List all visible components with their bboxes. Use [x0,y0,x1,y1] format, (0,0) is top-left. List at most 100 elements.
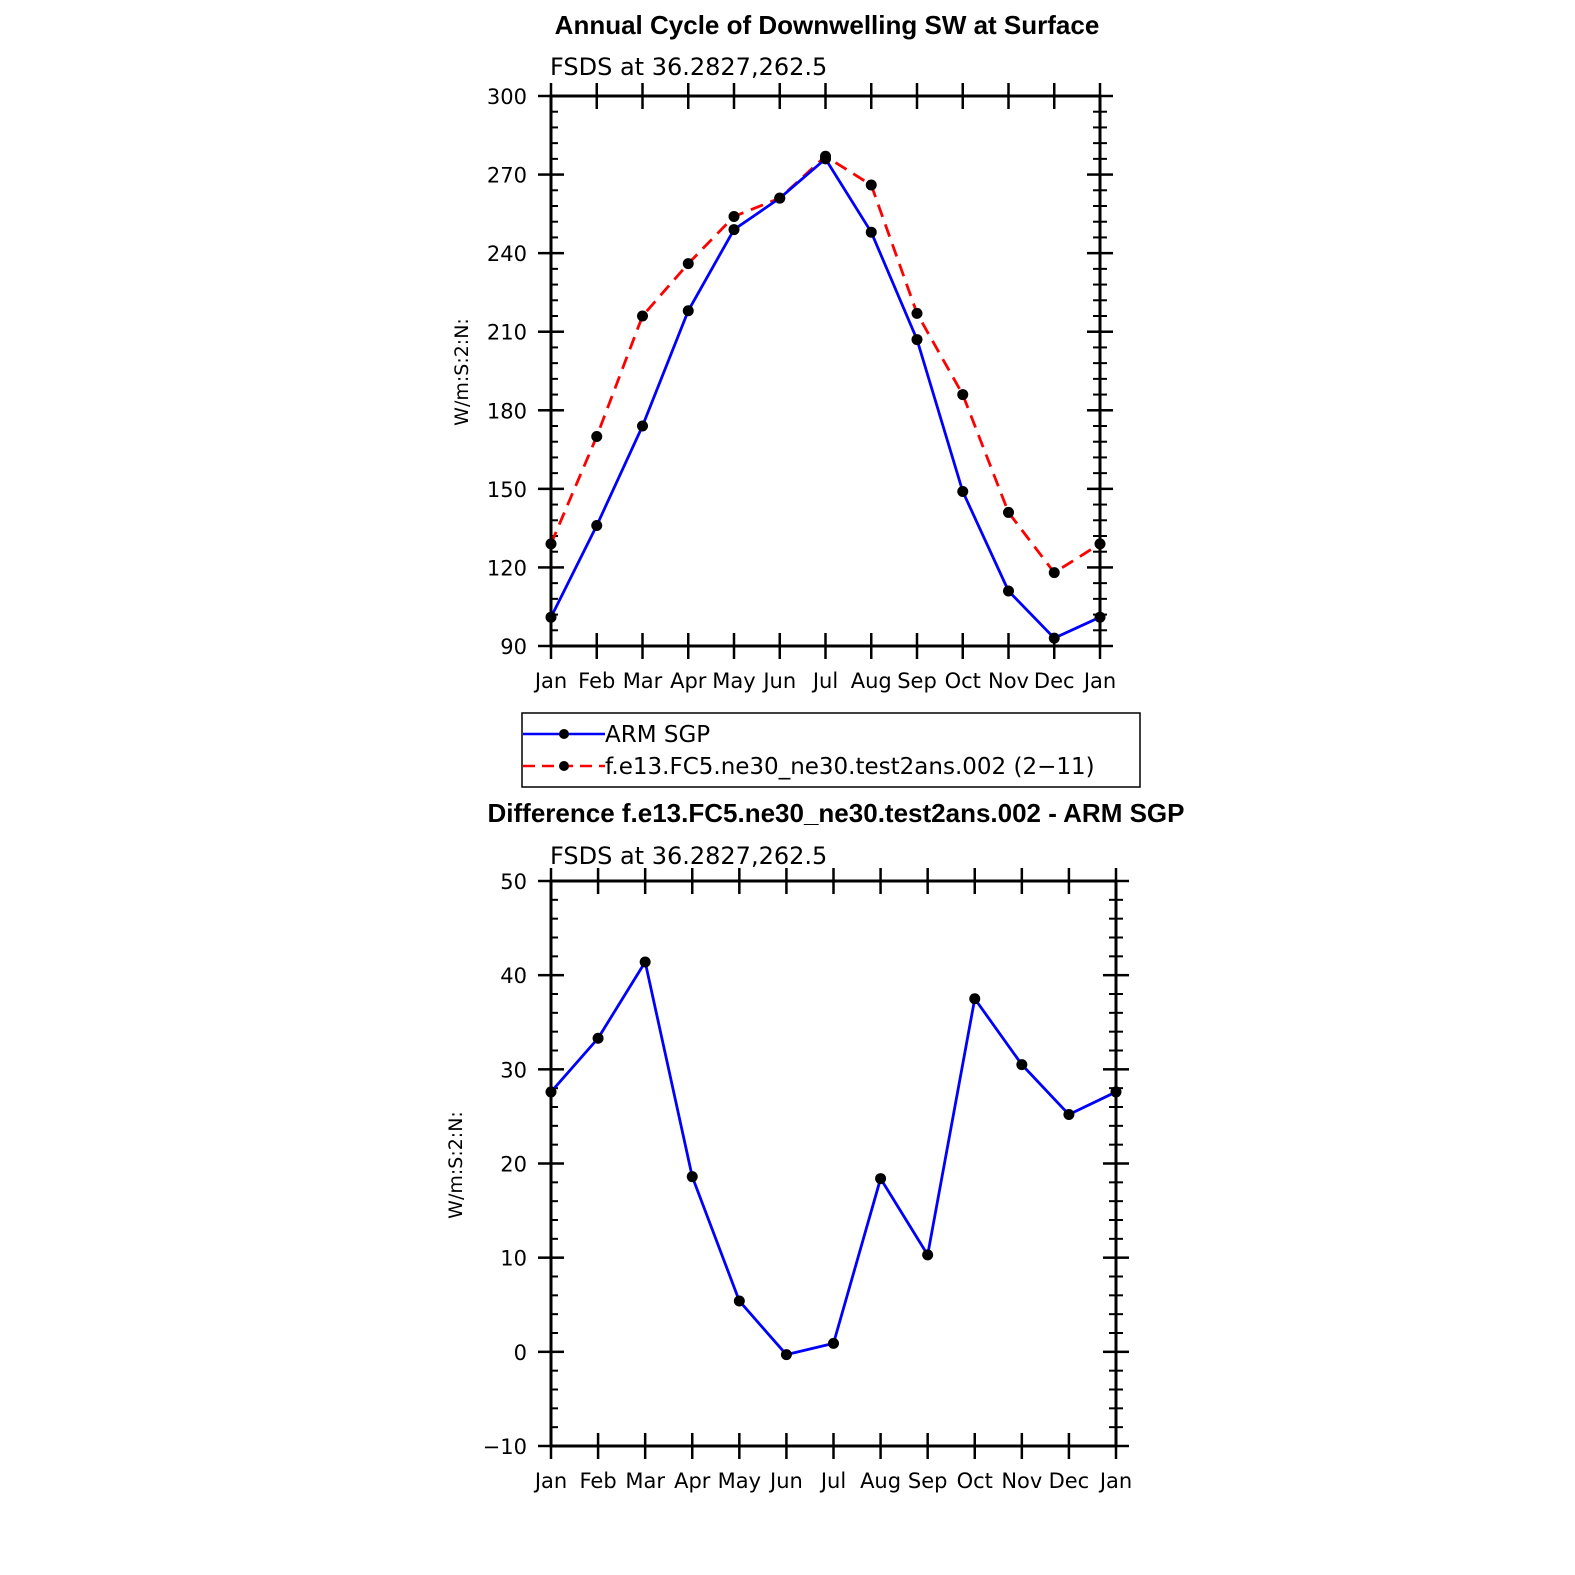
plot-frame [549,94,1102,648]
y-tick-label: 40 [500,964,527,988]
data-point-s0-7 [865,226,877,238]
data-point-s0-2 [639,956,651,968]
x-tick-label: Mar [625,1469,665,1493]
x-tick-label: Jul [819,1469,846,1493]
y-tick-label: 50 [500,870,527,894]
x-tick-label: Nov [988,669,1029,693]
data-point-s0-8 [922,1249,934,1261]
x-tick-label: Feb [579,1469,616,1493]
y-tick-label: 20 [500,1153,527,1177]
x-tick-label: Aug [851,669,892,693]
data-point-s0-1 [591,520,603,532]
y-tick-label: 30 [500,1058,527,1082]
data-point-s0-11 [1063,1109,1075,1121]
chart-subtitle: FSDS at 36.2827,262.5 [550,842,827,870]
x-tick-label: Jan [533,1469,567,1493]
x-tick-label: Sep [908,1469,948,1493]
x-tick-label: Jun [768,1469,803,1493]
data-point-s1-4 [728,210,740,222]
legend-marker-model [559,761,569,771]
data-point-s1-5 [774,192,786,204]
y-tick-label: 180 [487,399,527,423]
data-point-s1-11 [1048,567,1060,579]
x-tick-label: Apr [670,669,707,693]
series-line-0 [549,960,1117,1357]
data-point-s1-8 [911,307,923,319]
series-line-0 [549,157,1101,640]
data-point-s0-10 [1003,585,1014,597]
legend-label-arm-sgp: ARM SGP [605,722,710,748]
data-point-s0-3 [682,305,694,317]
legend: ARM SGP f.e13.FC5.ne30_ne30.test2ans.002… [521,712,1141,788]
x-tick-label: Jul [811,669,838,693]
data-point-s1-1 [591,430,603,442]
data-point-s0-6 [828,1337,839,1349]
x-tick-label: May [712,669,755,693]
axis-ticks [538,868,1129,1459]
x-tick-label: Apr [674,1469,711,1493]
data-point-s1-9 [957,389,969,401]
data-point-s0-9 [957,485,969,497]
axis-ticks [538,83,1113,659]
y-tick-label: 150 [487,478,527,502]
legend-entry-model: f.e13.FC5.ne30_ne30.test2ans.002 (2−11) [523,754,1095,780]
x-tick-label: Aug [860,1469,901,1493]
y-tick-label: 120 [487,556,527,580]
data-point-s0-7 [875,1173,887,1185]
data-point-s0-2 [637,420,648,432]
data-point-s0-10 [1016,1059,1028,1071]
x-tick-label: Sep [897,669,937,693]
y-axis-label: W/m:S:2:N: [445,1111,467,1219]
data-point-s1-10 [1003,506,1014,518]
x-tick-label: Jan [1082,669,1116,693]
tick-labels: −10 0 10 20 30 40 50 Jan Feb Mar Apr May Jun Jul Aug Se… [483,870,1133,1493]
y-tick-label: 300 [487,85,527,109]
x-tick-label: Dec [1034,669,1075,693]
data-point-s1-2 [637,310,648,322]
series-line-1 [549,154,1101,575]
x-tick-label: Jan [1098,1469,1132,1493]
series-layer [545,150,1106,644]
x-tick-label: Mar [623,669,663,693]
data-point-s0-1 [592,1032,604,1044]
data-point-s0-5 [780,1349,792,1361]
x-tick-label: Oct [945,669,981,693]
data-point-s0-8 [911,334,923,346]
data-point-s1-6 [820,150,831,162]
data-point-s1-7 [865,179,877,191]
chart-subtitle: FSDS at 36.2827,262.5 [550,53,827,81]
y-tick-label: 90 [500,635,527,659]
legend-entry-arm-sgp: ARM SGP [523,722,710,748]
data-point-s0-4 [733,1295,745,1307]
y-tick-label: 210 [487,321,527,345]
x-tick-label: Nov [1001,1469,1042,1493]
data-point-s0-11 [1048,632,1060,644]
plot-frame [549,879,1118,1448]
legend-marker-arm-sgp [559,729,569,739]
legend-box [521,712,1141,788]
data-point-s0-4 [728,224,740,236]
annual-cycle-panel: Annual Cycle of Downwelling SW at Surfac… [451,10,1116,693]
y-tick-label: 240 [487,242,527,266]
data-point-s0-9 [969,993,981,1005]
difference-panel: Difference f.e13.FC5.ne30_ne30.test2ans.… [445,798,1185,1493]
y-axis-label: W/m:S:2:N: [451,318,473,426]
chart-title: Difference f.e13.FC5.ne30_ne30.test2ans.… [488,798,1185,828]
y-tick-label: 270 [487,164,527,188]
y-tick-label: 0 [514,1341,527,1365]
x-tick-label: Feb [578,669,615,693]
x-tick-label: Jun [761,669,796,693]
x-tick-label: May [718,1469,761,1493]
x-tick-label: Dec [1049,1469,1090,1493]
legend-label-model: f.e13.FC5.ne30_ne30.test2ans.002 (2−11) [605,754,1095,780]
y-tick-label: −10 [483,1435,527,1459]
chart-title: Annual Cycle of Downwelling SW at Surfac… [555,10,1100,40]
data-point-s1-3 [682,258,694,270]
y-tick-label: 10 [500,1247,527,1271]
series-layer [545,956,1122,1361]
data-point-s0-3 [686,1171,698,1183]
x-tick-label: Oct [957,1469,993,1493]
x-tick-label: Jan [533,669,567,693]
